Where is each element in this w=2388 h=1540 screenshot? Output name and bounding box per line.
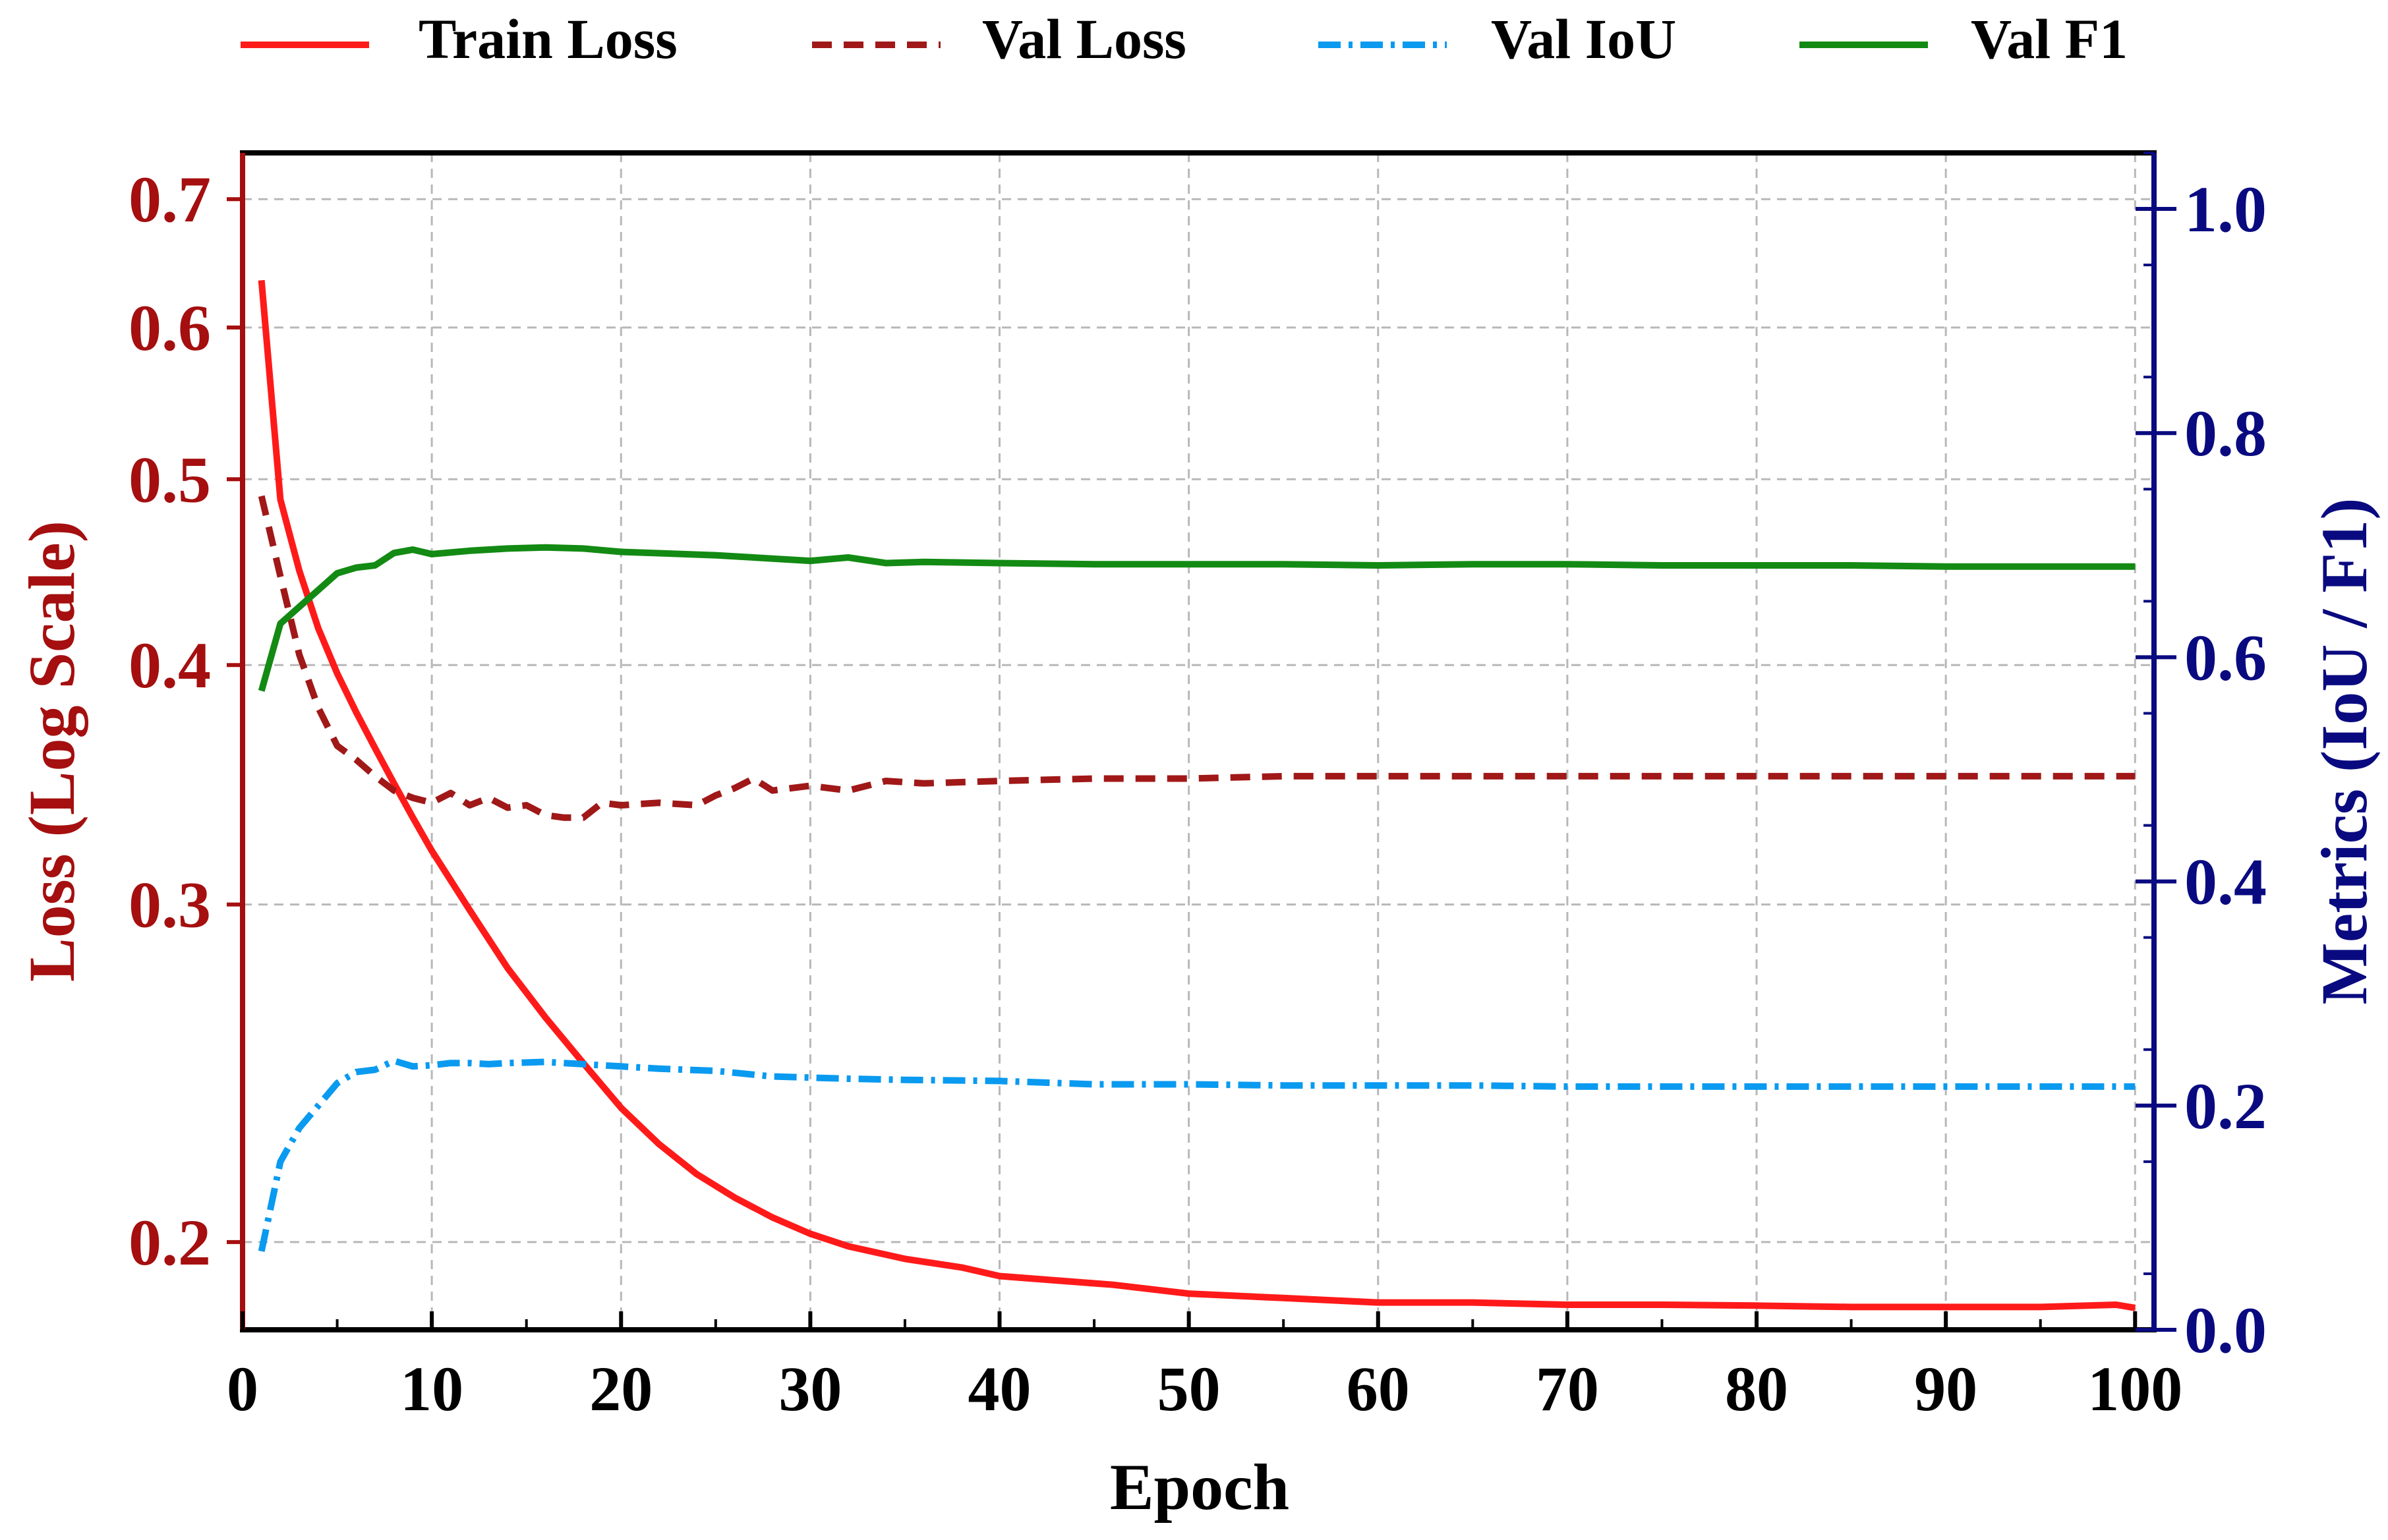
right-tick-label-0.4: 0.4	[2184, 845, 2267, 919]
legend-entry-train-loss: Train Loss	[241, 7, 678, 71]
grid-lines	[243, 153, 2154, 1330]
series-val-iou	[258, 1057, 2136, 1252]
x-tick-label-70: 70	[1536, 1354, 1599, 1424]
right-tick-label-0.0: 0.0	[2184, 1294, 2267, 1367]
x-tick-label-40: 40	[968, 1354, 1032, 1424]
legend-label-val-iou: Val IoU	[1491, 7, 1676, 71]
legend-entry-val-f1: Val F1	[1799, 7, 2128, 71]
legend-label-val-f1: Val F1	[1971, 7, 2128, 71]
legend-label-val-loss: Val Loss	[982, 7, 1186, 71]
x-tick-label-80: 80	[1725, 1354, 1788, 1424]
right-axis-title: Metrics (IoU / F1)	[2308, 498, 2381, 1004]
left-tick-label-0.6: 0.6	[129, 291, 211, 364]
x-tick-label-100: 100	[2087, 1354, 2182, 1424]
left-tick-label-0.7: 0.7	[129, 163, 211, 236]
series-layer	[258, 279, 2136, 1311]
right-tick-label-1.0: 1.0	[2184, 173, 2267, 246]
legend-label-train-loss: Train Loss	[419, 7, 678, 71]
left-axis-title: Loss (Log Scale)	[15, 521, 88, 982]
legend: Train Loss Val Loss Val IoU Val F1	[241, 7, 2128, 71]
series-train-loss	[258, 279, 2136, 1311]
x-tick-label-30: 30	[778, 1354, 842, 1424]
left-tick-label-0.5: 0.5	[129, 443, 211, 516]
x-tick-label-50: 50	[1157, 1354, 1221, 1424]
legend-entry-val-loss: Val Loss	[812, 7, 1186, 71]
x-tick-label-10: 10	[400, 1354, 463, 1424]
left-tick-label-0.3: 0.3	[129, 869, 211, 942]
x-tick-label-20: 20	[589, 1354, 653, 1424]
right-tick-label-0.8: 0.8	[2184, 397, 2267, 470]
x-tick-label-90: 90	[1914, 1354, 1977, 1424]
series-val-loss	[258, 495, 2136, 821]
series-line-train-loss	[258, 279, 2136, 1311]
series-line-val-loss	[258, 495, 2136, 821]
left-axis-ticks: 0.2 0.3 0.4 0.5 0.6 0.7	[129, 163, 243, 1279]
x-tick-label-0: 0	[227, 1354, 258, 1424]
right-tick-label-0.2: 0.2	[2184, 1069, 2267, 1143]
right-tick-label-0.6: 0.6	[2184, 621, 2267, 694]
left-tick-label-0.2: 0.2	[129, 1206, 211, 1279]
x-tick-label-60: 60	[1347, 1354, 1410, 1424]
x-axis-ticks: 0 10 20 30 40 50 60 70 80 90 100	[227, 1311, 2182, 1424]
right-axis-ticks: 0.0 0.2 0.4 0.6 0.8 1.0	[2136, 152, 2267, 1367]
legend-entry-val-iou: Val IoU	[1318, 7, 1676, 71]
series-val-f1	[258, 544, 2136, 692]
x-axis-title: Epoch	[1110, 1450, 1289, 1524]
left-tick-label-0.4: 0.4	[129, 629, 211, 702]
